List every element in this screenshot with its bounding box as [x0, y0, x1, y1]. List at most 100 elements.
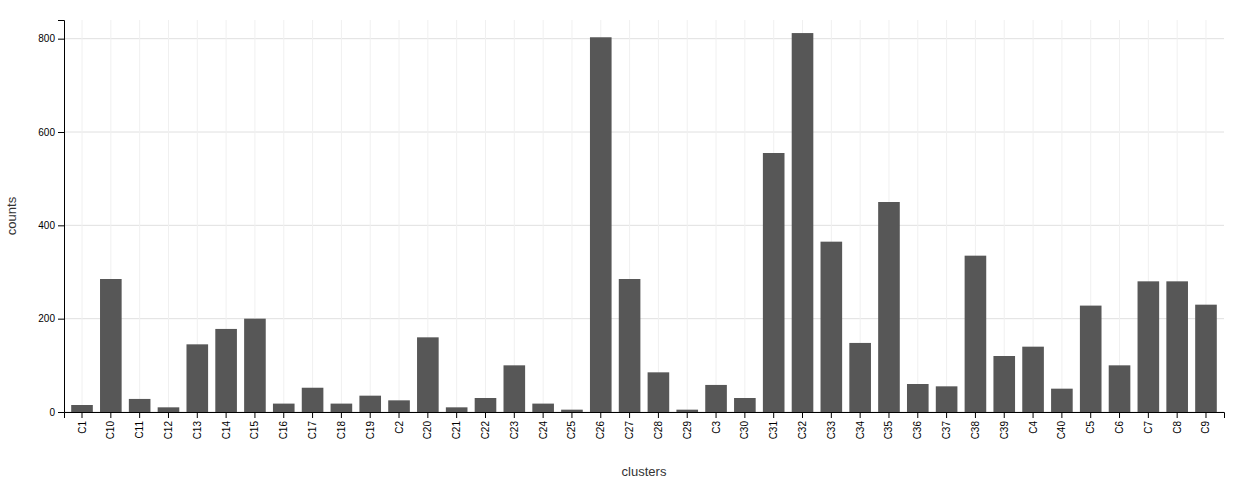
tick: C40	[1056, 412, 1067, 439]
tick-mark	[110, 412, 111, 418]
tick-mark	[600, 412, 601, 418]
tick: C29	[682, 412, 693, 439]
tick-label: C32	[797, 421, 808, 440]
tick-mark	[658, 412, 659, 418]
tick-label: C10	[105, 421, 116, 440]
grid-line	[571, 20, 572, 412]
grid-line	[64, 132, 1224, 133]
tick: C6	[1114, 412, 1125, 434]
tick-mark	[802, 412, 803, 418]
bar	[417, 337, 439, 412]
grid-line	[917, 20, 918, 412]
tick-label: C18	[336, 421, 347, 440]
tick-label: C27	[624, 421, 635, 440]
tick: C39	[999, 412, 1010, 439]
tick: C8	[1172, 412, 1183, 434]
bar	[1109, 365, 1131, 412]
grid-line	[1004, 20, 1005, 412]
tick-label: C31	[768, 421, 779, 440]
bar	[993, 356, 1015, 412]
bar	[1051, 389, 1073, 412]
tick-label: C16	[278, 421, 289, 440]
tick-label: C22	[480, 421, 491, 440]
tick-mark	[456, 412, 457, 418]
tick: C16	[278, 412, 289, 439]
tick-label: C23	[509, 421, 520, 440]
y-axis-title: counts	[4, 196, 19, 235]
tick-label: C28	[653, 421, 664, 440]
tick-mark	[946, 412, 947, 418]
tick-mark	[82, 412, 83, 418]
tick-mark	[687, 412, 688, 418]
tick-label: C4	[1028, 421, 1039, 434]
tick-mark	[773, 412, 774, 418]
tick: 400	[38, 220, 64, 231]
bar	[504, 365, 526, 412]
bar	[849, 343, 871, 412]
tick-label: C3	[711, 421, 722, 434]
tick: C17	[307, 412, 318, 439]
tick-label: C19	[365, 421, 376, 440]
tick: C21	[451, 412, 462, 439]
bar	[763, 153, 785, 412]
bar	[273, 404, 295, 412]
tick: C37	[941, 412, 952, 439]
tick: C4	[1028, 412, 1039, 434]
bar	[244, 319, 266, 412]
tick-mark	[58, 132, 64, 133]
tick: C32	[797, 412, 808, 439]
grid-line	[283, 20, 284, 412]
tick-mark	[571, 412, 572, 418]
tick: 800	[38, 33, 64, 44]
tick-mark	[744, 412, 745, 418]
axis-line	[58, 21, 65, 413]
tick-label: C6	[1114, 421, 1125, 434]
grid-line	[370, 20, 371, 412]
tick-mark	[226, 412, 227, 418]
bar	[186, 344, 208, 412]
tick: C24	[538, 412, 549, 439]
tick: C26	[595, 412, 606, 439]
tick-label: C17	[307, 421, 318, 440]
tick-mark	[831, 412, 832, 418]
y-axis: 0200400600800	[38, 21, 64, 418]
tick-mark	[168, 412, 169, 418]
tick-label: C25	[566, 421, 577, 440]
tick-mark	[543, 412, 544, 418]
bar	[878, 202, 900, 412]
bar	[590, 37, 612, 412]
tick-mark	[427, 412, 428, 418]
tick-mark	[399, 412, 400, 418]
tick-mark	[58, 412, 64, 413]
tick-label: C40	[1056, 421, 1067, 440]
tick-label: 0	[49, 407, 55, 418]
tick-mark	[312, 412, 313, 418]
bar	[936, 386, 958, 412]
grid-line	[716, 20, 717, 412]
grid-line	[658, 20, 659, 412]
grid-line	[485, 20, 486, 412]
grid-line	[543, 20, 544, 412]
tick-label: C15	[249, 421, 260, 440]
tick-mark	[58, 319, 64, 320]
tick-label: C39	[999, 421, 1010, 440]
tick-mark	[370, 412, 371, 418]
tick-mark	[888, 412, 889, 418]
grid-line	[1119, 20, 1120, 412]
tick: C33	[826, 412, 837, 439]
grid-line	[312, 20, 313, 412]
x-axis: C1C10C11C12C13C14C15C16C17C18C19C2C20C21…	[65, 412, 1225, 439]
tick-label: C24	[538, 421, 549, 440]
tick-mark	[1119, 412, 1120, 418]
tick-mark	[514, 412, 515, 418]
bar	[215, 329, 237, 412]
tick-label: 200	[38, 313, 55, 324]
tick: C25	[566, 412, 577, 439]
axis-line	[65, 413, 1225, 419]
tick-mark	[139, 412, 140, 418]
grid-line	[341, 20, 342, 412]
tick-label: C21	[451, 421, 462, 440]
tick-label: C2	[394, 421, 405, 434]
bar	[100, 279, 122, 412]
tick-mark	[1061, 412, 1062, 418]
